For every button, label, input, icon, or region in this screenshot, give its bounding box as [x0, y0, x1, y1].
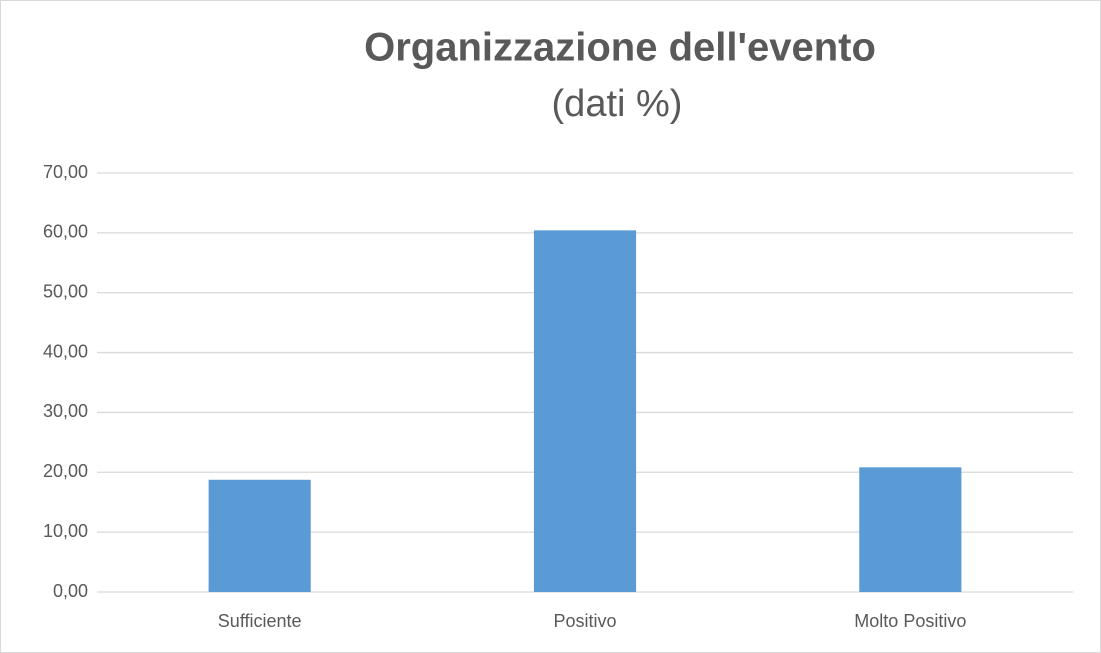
y-tick-label: 30,00 — [43, 401, 88, 421]
x-tick-label: Sufficiente — [218, 611, 302, 631]
y-tick-label: 50,00 — [43, 281, 88, 301]
y-tick-label: 20,00 — [43, 461, 88, 481]
x-tick-label: Positivo — [553, 611, 616, 631]
y-tick-label: 0,00 — [53, 581, 88, 601]
x-tick-label: Molto Positivo — [854, 611, 966, 631]
bar — [859, 467, 962, 592]
chart-subtitle: (dati %) — [552, 83, 683, 125]
chart-title: Organizzazione dell'evento — [364, 26, 876, 70]
y-tick-label: 70,00 — [43, 162, 88, 182]
y-tick-label: 60,00 — [43, 222, 88, 242]
y-tick-label: 40,00 — [43, 341, 88, 361]
y-tick-label: 10,00 — [43, 521, 88, 541]
bar — [533, 230, 637, 592]
bar — [208, 479, 311, 592]
